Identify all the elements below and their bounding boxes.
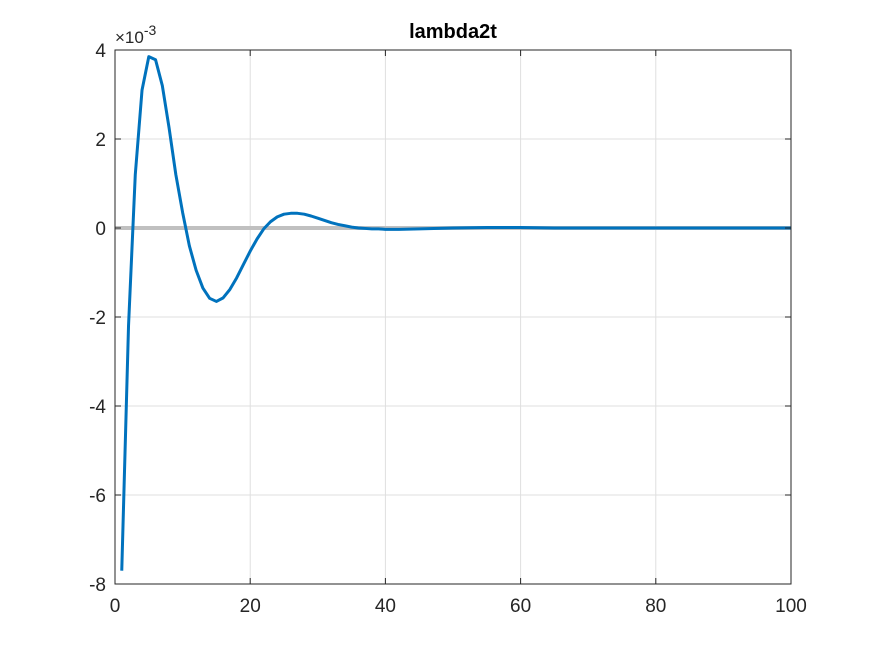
axis-ticks: 0 20 40 60 80 100 -8 -6 -4 -2 0 2 4 — [89, 41, 807, 617]
y-tick-label: -4 — [89, 397, 106, 418]
x-tick-label: 20 — [240, 596, 261, 617]
y-tick-label: 2 — [95, 130, 106, 151]
x-tick-label: 0 — [110, 596, 121, 617]
y-tick-label: -6 — [89, 486, 106, 507]
x-tick-label: 100 — [775, 596, 807, 617]
y-tick-label: 0 — [95, 219, 106, 240]
chart-title: lambda2t — [409, 21, 497, 43]
y-tick-label: -8 — [89, 575, 106, 596]
x-tick-label: 40 — [375, 596, 396, 617]
series-line — [120, 55, 791, 571]
x-tick-label: 80 — [645, 596, 666, 617]
y-exponent-label: ×10-3 — [115, 22, 157, 47]
y-tick-label: -2 — [89, 308, 106, 329]
x-tick-label: 60 — [510, 596, 531, 617]
y-tick-label: 4 — [95, 41, 106, 62]
